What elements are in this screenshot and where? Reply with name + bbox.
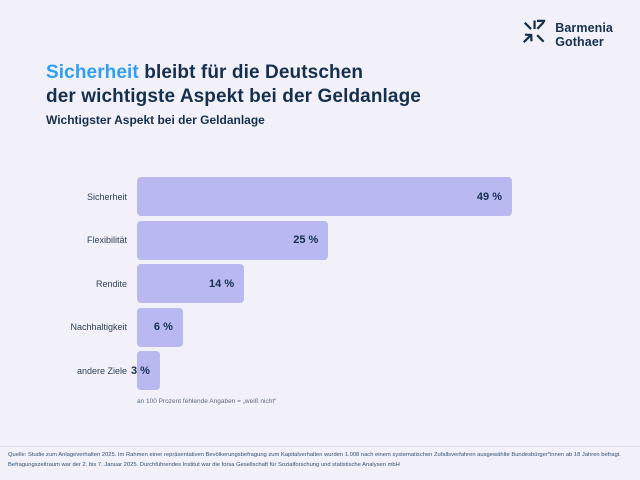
source-line2: Befragungszeitraum war der 2. bis 7. Jan… <box>8 462 400 469</box>
bar-chart-rows: Sicherheit 49 % Flexibilität 25 % Rendit… <box>46 177 586 390</box>
bar-track: 6 % <box>137 307 512 347</box>
bar-track: 3 % <box>131 351 512 390</box>
chart-footnote: an 100 Prozent fehlende Angaben = „weiß … <box>137 398 277 405</box>
bar-chart-row: andere Ziele 3 % <box>46 351 586 390</box>
brand-name: Barmenia Gothaer <box>555 21 613 49</box>
bar-value-label: 49 % <box>476 190 502 203</box>
bar-value-label: 25 % <box>293 234 319 246</box>
bar-chart-row: Nachhaltigkeit 6 % <box>46 307 586 347</box>
bar-category-label: andere Ziele <box>76 365 127 376</box>
bar: 14 % <box>137 264 245 303</box>
bar-chart-row: Rendite 14 % <box>46 264 586 303</box>
bar: 6 % <box>137 307 183 347</box>
brand-name-line2: Gothaer <box>555 34 604 49</box>
brand-logo: Barmenia Gothaer <box>521 19 613 50</box>
bar-track: 14 % <box>137 264 512 303</box>
bar-chart-row: Sicherheit 49 % <box>46 177 586 216</box>
bar-category-label: Flexibilität <box>86 235 127 245</box>
chart-title: Wichtigster Aspekt bei der Geldanlage <box>46 113 265 127</box>
page-title-line2: der wichtigste Aspekt bei der Geldanlage <box>46 85 421 107</box>
bar-category-label: Nachhaltigkeit <box>70 322 127 332</box>
page-title-highlight: Sicherheit <box>46 62 139 83</box>
bar-chart-row: Flexibilität 25 % <box>46 220 586 260</box>
bar-chart: Sicherheit 49 % Flexibilität 25 % Rendit… <box>46 177 586 395</box>
bar-category-label: Sicherheit <box>86 191 127 202</box>
footer-divider <box>0 446 640 447</box>
bar-value-label: 6 % <box>153 321 173 333</box>
source-text: Quelle: Studie zum Anlageverhalten 2025.… <box>8 450 632 470</box>
bar-value-label: 3 % <box>130 364 150 377</box>
bar-value-label: 14 % <box>209 277 235 290</box>
brand-name-line1: Barmenia <box>555 20 613 35</box>
bar: 3 % <box>131 351 160 390</box>
bar: 49 % <box>137 177 512 216</box>
bar-category-label: Rendite <box>95 278 127 289</box>
bar-track: 49 % <box>137 177 512 216</box>
bar: 25 % <box>137 220 329 260</box>
bar-track: 25 % <box>137 220 512 260</box>
page-title: Sicherheit bleibt für die Deutschen der … <box>46 61 421 108</box>
barmenia-gothaer-star-icon <box>521 19 547 50</box>
page-title-rest: bleibt für die Deutschen <box>138 62 364 83</box>
source-line1: Quelle: Studie zum Anlageverhalten 2025.… <box>8 452 621 458</box>
